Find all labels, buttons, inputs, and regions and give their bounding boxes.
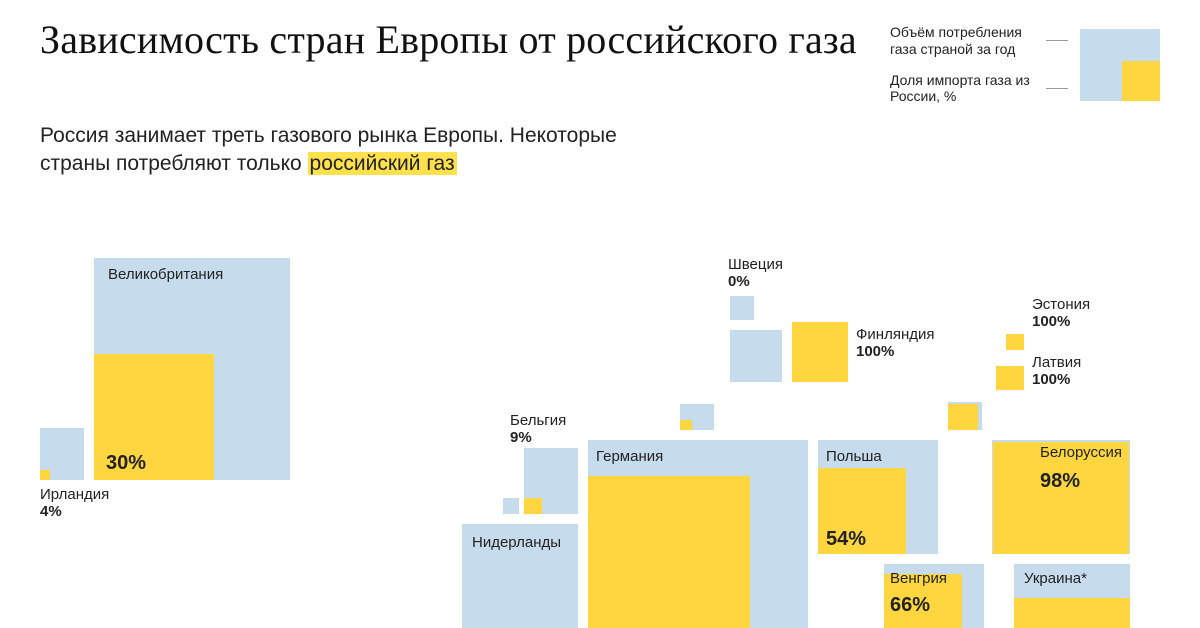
- import-share-box: [996, 366, 1024, 390]
- legend-inner-box: [1122, 61, 1160, 101]
- page-title: Зависимость стран Европы от российского …: [40, 18, 857, 61]
- country-pct: 100%: [1032, 313, 1090, 330]
- import-share-box: [680, 420, 692, 430]
- country-name: Бельгия: [510, 412, 566, 429]
- country-label: Великобритания: [108, 266, 223, 283]
- subtitle-highlight: российский газ: [308, 152, 457, 175]
- import-share-box: [948, 404, 978, 430]
- country-label: Польша: [826, 448, 882, 465]
- country-pct: 100%: [856, 343, 934, 360]
- country-pct: 9%: [510, 429, 566, 446]
- country-name: Нидерланды: [472, 534, 561, 551]
- country-label: Латвия100%: [1032, 354, 1081, 389]
- infographic-canvas: Зависимость стран Европы от российского …: [0, 0, 1200, 628]
- country-pct: 0%: [728, 273, 783, 290]
- country-label: Финляндия100%: [856, 326, 934, 361]
- country-name: Швеция: [728, 256, 783, 273]
- country-name: Германия: [596, 448, 663, 465]
- import-share-box: [1014, 598, 1130, 628]
- consumption-box: [730, 296, 754, 320]
- country-label: Белоруссия: [1040, 444, 1122, 461]
- country-label: Бельгия9%: [510, 412, 566, 447]
- country-label: Германия: [596, 448, 663, 465]
- country-pct: 54%: [826, 528, 866, 551]
- page-subtitle: Россия занимает треть газового рынка Евр…: [40, 122, 680, 179]
- country-label: Ирландия4%: [40, 486, 109, 521]
- country-name: Финляндия: [856, 326, 934, 343]
- import-share-box: [524, 498, 542, 514]
- country-name: Венгрия: [890, 570, 947, 587]
- country-label: Украина*: [1024, 570, 1087, 587]
- country-name: Белоруссия: [1040, 444, 1122, 461]
- country-pct: 4%: [40, 503, 109, 520]
- country-label: Нидерланды: [472, 534, 561, 551]
- import-share-box: [40, 470, 50, 480]
- legend-outer-label: Объём потребления газа страной за год: [890, 24, 1040, 58]
- country-name: Великобритания: [108, 266, 223, 283]
- import-share-box: [588, 476, 750, 628]
- country-pct: 98%: [1040, 470, 1080, 493]
- consumption-box: [730, 330, 782, 382]
- legend-connector-line: [1046, 40, 1068, 41]
- country-pct: 100%: [1032, 371, 1081, 388]
- credit-text: р Вершинин. Арт-директор: Антон Степанов: [1196, 616, 1200, 628]
- country-name: Латвия: [1032, 354, 1081, 371]
- country-name: Польша: [826, 448, 882, 465]
- consumption-box: [503, 498, 519, 514]
- country-label: Венгрия: [890, 570, 947, 587]
- country-pct: 66%: [890, 594, 930, 617]
- legend-inner-label: Доля импорта газа из России, %: [890, 72, 1040, 106]
- country-label: Эстония100%: [1032, 296, 1090, 331]
- country-name: Эстония: [1032, 296, 1090, 313]
- legend-connector-line: [1046, 88, 1068, 89]
- legend-swatch: [1080, 29, 1160, 101]
- country-name: Ирландия: [40, 486, 109, 503]
- country-name: Украина*: [1024, 570, 1087, 587]
- import-share-box: [792, 322, 848, 382]
- legend: Объём потребления газа страной за год До…: [890, 24, 1160, 105]
- country-pct: 30%: [106, 452, 146, 475]
- import-share-box: [1006, 334, 1024, 350]
- country-label: Швеция0%: [728, 256, 783, 291]
